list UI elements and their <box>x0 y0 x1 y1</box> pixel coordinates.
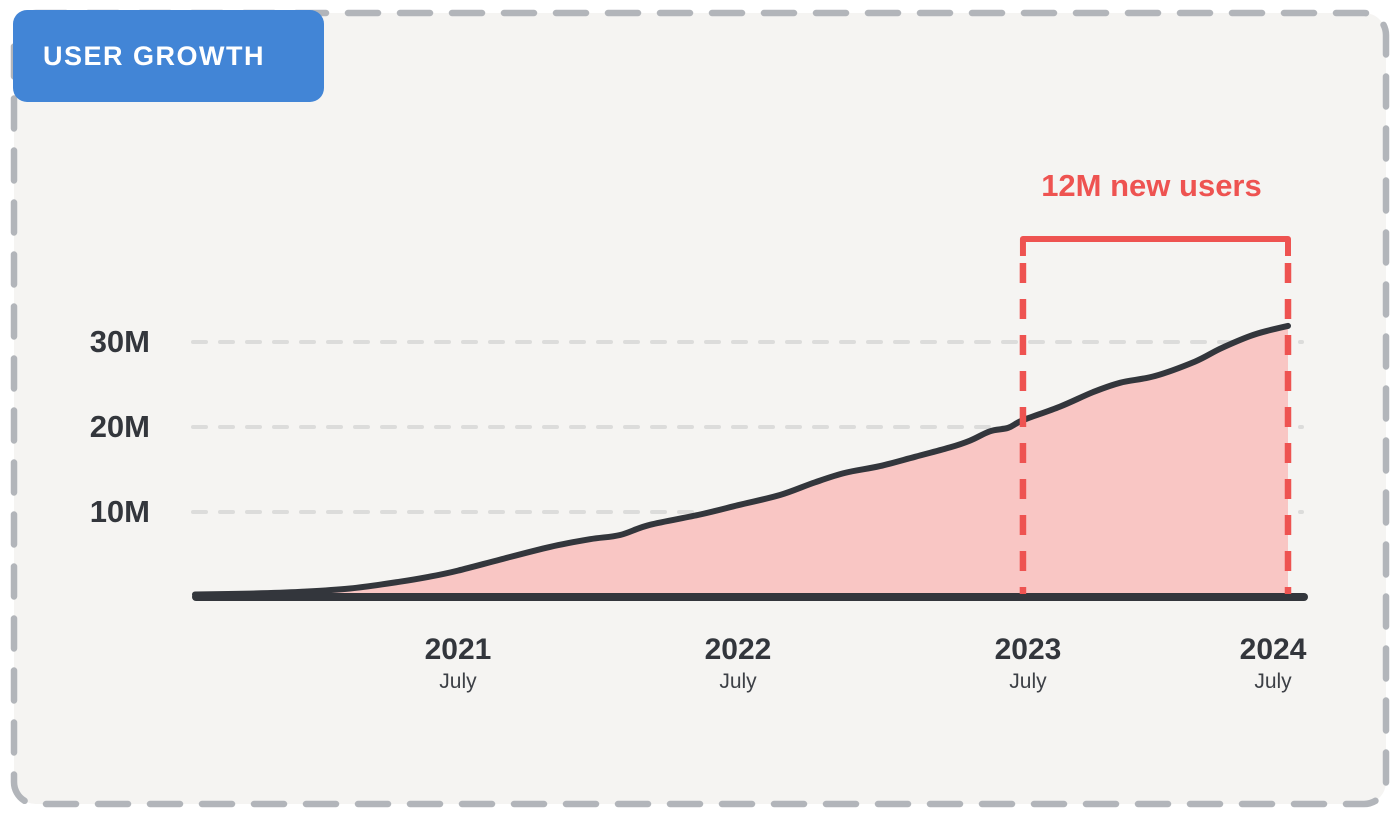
x-tick-label-2021: 2021 July <box>425 633 492 694</box>
x-tick-label-2022: 2022 July <box>705 633 772 694</box>
page-title: USER GROWTH <box>43 40 265 71</box>
x-tick-year: 2022 <box>704 633 772 666</box>
x-tick-month: July <box>719 669 757 693</box>
x-tick-month: July <box>1009 669 1047 693</box>
x-tick-label-2024: 2024 July <box>1240 633 1307 694</box>
panel-background <box>10 9 1390 808</box>
x-tick-year: 2021 <box>424 633 492 666</box>
growth-area-fill <box>195 325 1288 597</box>
highlight-bracket <box>1019 236 1291 256</box>
growth-curve <box>192 322 1291 598</box>
y-tick-label-30M: 30M <box>89 324 150 359</box>
highlight-annotation-label: 12M new users <box>1041 168 1262 203</box>
x-tick-label-2023: 2023 July <box>995 633 1062 694</box>
x-tick-year: 2024 <box>1239 633 1307 666</box>
y-tick-label-10M: 10M <box>89 494 150 529</box>
y-tick-label-20M: 20M <box>89 409 150 444</box>
title-badge: USER GROWTH <box>13 10 324 102</box>
x-tick-year: 2023 <box>994 633 1062 666</box>
x-tick-month: July <box>439 669 477 693</box>
x-tick-month: July <box>1254 669 1292 693</box>
